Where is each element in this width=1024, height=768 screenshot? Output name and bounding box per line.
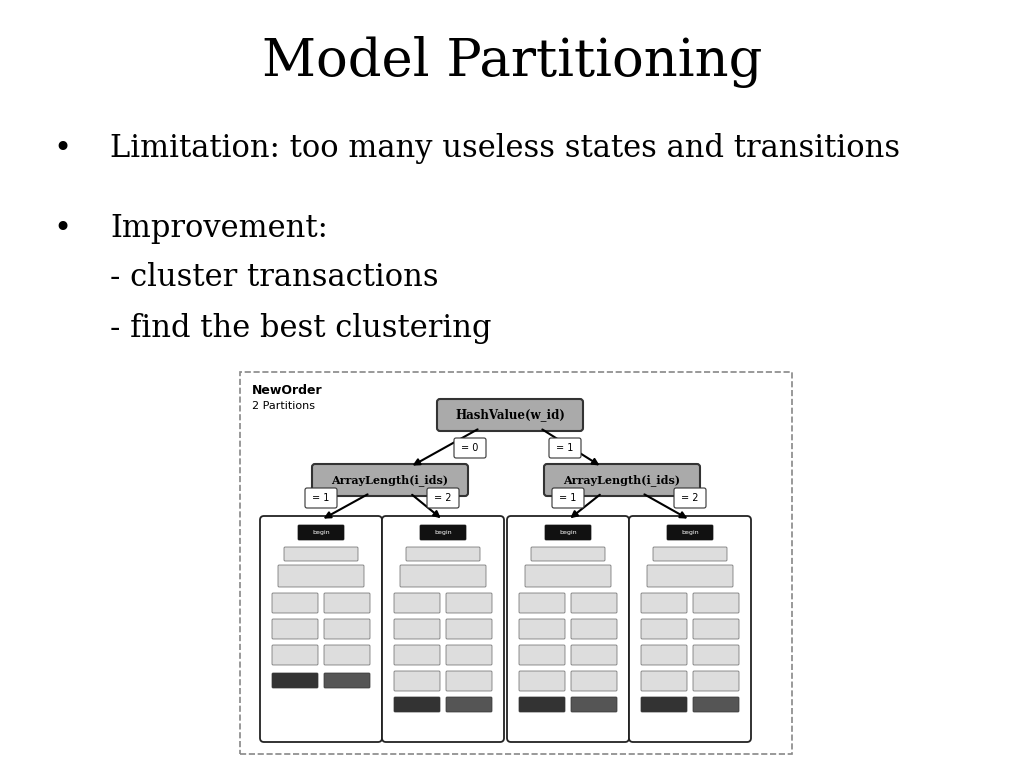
Text: = 1: = 1 [559, 493, 577, 503]
Text: 2 Partitions: 2 Partitions [252, 401, 315, 411]
FancyBboxPatch shape [446, 593, 492, 613]
FancyBboxPatch shape [545, 525, 591, 540]
Text: NewOrder: NewOrder [252, 383, 323, 396]
FancyBboxPatch shape [400, 565, 486, 587]
Text: - find the best clustering: - find the best clustering [110, 313, 492, 343]
FancyBboxPatch shape [641, 593, 687, 613]
FancyBboxPatch shape [507, 516, 629, 742]
FancyBboxPatch shape [693, 619, 739, 639]
Text: = 1: = 1 [312, 493, 330, 503]
FancyBboxPatch shape [272, 645, 318, 665]
FancyBboxPatch shape [278, 565, 364, 587]
FancyBboxPatch shape [571, 645, 617, 665]
FancyBboxPatch shape [394, 671, 440, 691]
FancyBboxPatch shape [394, 593, 440, 613]
FancyBboxPatch shape [272, 619, 318, 639]
Text: HashValue(w_id): HashValue(w_id) [455, 409, 565, 422]
Text: •: • [53, 134, 71, 163]
FancyBboxPatch shape [519, 697, 565, 712]
FancyBboxPatch shape [571, 671, 617, 691]
FancyBboxPatch shape [674, 488, 706, 508]
FancyBboxPatch shape [284, 547, 358, 561]
Text: ArrayLength(i_ids): ArrayLength(i_ids) [332, 474, 449, 486]
FancyBboxPatch shape [394, 619, 440, 639]
FancyBboxPatch shape [519, 593, 565, 613]
FancyBboxPatch shape [641, 697, 687, 712]
Text: = 2: = 2 [681, 493, 698, 503]
FancyBboxPatch shape [394, 645, 440, 665]
FancyBboxPatch shape [305, 488, 337, 508]
FancyBboxPatch shape [446, 671, 492, 691]
FancyBboxPatch shape [446, 645, 492, 665]
FancyBboxPatch shape [324, 593, 370, 613]
FancyBboxPatch shape [324, 619, 370, 639]
FancyBboxPatch shape [272, 673, 318, 688]
FancyBboxPatch shape [653, 547, 727, 561]
FancyBboxPatch shape [571, 593, 617, 613]
Text: = 0: = 0 [462, 443, 478, 453]
FancyBboxPatch shape [519, 645, 565, 665]
FancyBboxPatch shape [260, 516, 382, 742]
FancyBboxPatch shape [324, 645, 370, 665]
FancyBboxPatch shape [544, 464, 700, 496]
Text: Improvement:: Improvement: [110, 213, 328, 243]
FancyBboxPatch shape [549, 438, 581, 458]
FancyBboxPatch shape [647, 565, 733, 587]
FancyBboxPatch shape [427, 488, 459, 508]
FancyBboxPatch shape [446, 619, 492, 639]
FancyBboxPatch shape [641, 645, 687, 665]
FancyBboxPatch shape [382, 516, 504, 742]
FancyBboxPatch shape [519, 671, 565, 691]
FancyBboxPatch shape [629, 516, 751, 742]
FancyBboxPatch shape [394, 697, 440, 712]
FancyBboxPatch shape [298, 525, 344, 540]
FancyBboxPatch shape [667, 525, 713, 540]
FancyBboxPatch shape [693, 697, 739, 712]
FancyBboxPatch shape [454, 438, 486, 458]
FancyBboxPatch shape [324, 673, 370, 688]
FancyBboxPatch shape [406, 547, 480, 561]
FancyBboxPatch shape [571, 697, 617, 712]
FancyBboxPatch shape [272, 593, 318, 613]
FancyBboxPatch shape [531, 547, 605, 561]
Text: = 1: = 1 [556, 443, 573, 453]
Text: begin: begin [681, 530, 698, 535]
FancyBboxPatch shape [519, 619, 565, 639]
FancyBboxPatch shape [437, 399, 583, 431]
FancyBboxPatch shape [693, 671, 739, 691]
FancyBboxPatch shape [446, 697, 492, 712]
Text: ArrayLength(i_ids): ArrayLength(i_ids) [563, 474, 681, 486]
FancyBboxPatch shape [641, 671, 687, 691]
FancyBboxPatch shape [552, 488, 584, 508]
Text: = 2: = 2 [434, 493, 452, 503]
Text: begin: begin [559, 530, 577, 535]
Text: •: • [53, 214, 71, 243]
FancyBboxPatch shape [420, 525, 466, 540]
FancyBboxPatch shape [693, 645, 739, 665]
FancyBboxPatch shape [693, 593, 739, 613]
FancyBboxPatch shape [312, 464, 468, 496]
Text: begin: begin [434, 530, 452, 535]
Bar [240, 372, 792, 754]
FancyBboxPatch shape [641, 619, 687, 639]
Text: - cluster transactions: - cluster transactions [110, 263, 438, 293]
FancyBboxPatch shape [571, 619, 617, 639]
FancyBboxPatch shape [525, 565, 611, 587]
Text: Limitation: too many useless states and transitions: Limitation: too many useless states and … [110, 133, 900, 164]
Text: Model Partitioning: Model Partitioning [262, 36, 762, 88]
Text: begin: begin [312, 530, 330, 535]
